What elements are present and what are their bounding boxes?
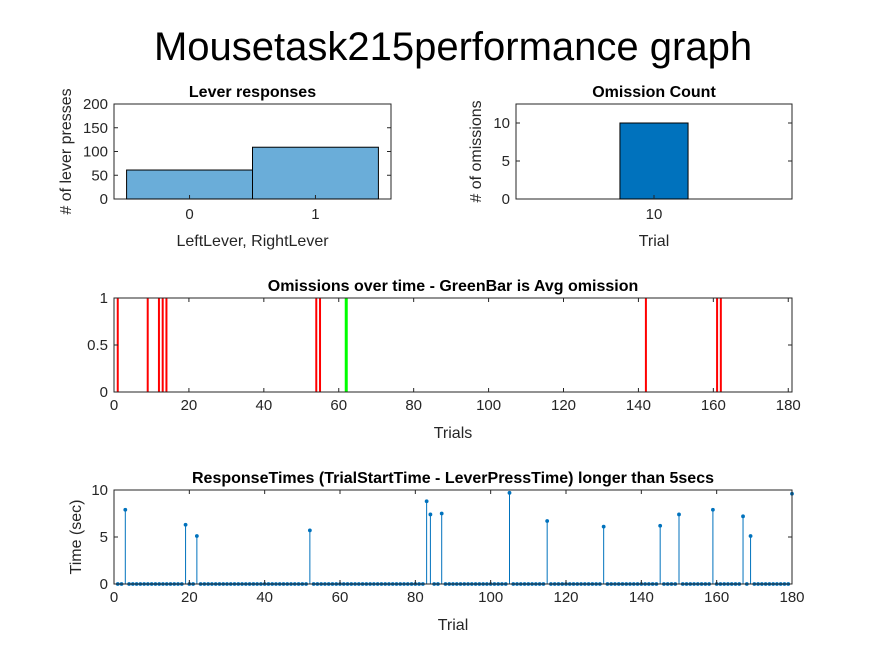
omtime-xtick-label: 180: [776, 397, 801, 414]
resp-xtick-label: 40: [256, 589, 273, 606]
omtime-axes-border: [113, 297, 793, 393]
resp-title: ResponseTimes (TrialStartTime - LeverPre…: [192, 470, 714, 487]
response-point: [183, 522, 188, 527]
omissions-over-time-chart: 0 20 40 60 80 100 120 140 160 180 0 0.5 1 Omissions o…: [87, 278, 801, 442]
lever-bar-1: [252, 146, 379, 200]
figure-title: Mousetask215performance graph: [154, 25, 752, 69]
response-point: [428, 512, 433, 517]
lever-xtick-label: 0: [185, 206, 193, 223]
omtime-xtick-label: 0: [110, 397, 118, 414]
resp-axes-border: [113, 489, 793, 585]
omtime-xlabel: Trials: [434, 425, 473, 442]
omtime-xtick-label: 40: [255, 397, 272, 414]
omtime-xtick-label: 160: [701, 397, 726, 414]
omission-count-chart: 10 0 5 10 Omission Count Trial # of omissions: [468, 84, 793, 250]
resp-axes-box: [113, 489, 793, 585]
resp-xtick-label: 80: [407, 589, 424, 606]
lever-ylabel: # of lever presses: [58, 88, 75, 214]
omission-xlabel: Trial: [639, 233, 670, 250]
omtime-xtick-label: 140: [626, 397, 651, 414]
omtime-xtick-label: 20: [181, 397, 198, 414]
omtime-axes-box: [113, 297, 793, 393]
lever-ytick-label: 100: [83, 144, 108, 161]
resp-xtick-label: 0: [110, 589, 118, 606]
resp-ylabel: Time (sec): [68, 500, 85, 575]
lever-responses-chart: 0 1 0 50 100 150 200 Lever responses LeftLever, …: [58, 84, 392, 250]
omtime-ytick-label: 0: [100, 384, 108, 401]
resp-xtick-label: 140: [629, 589, 654, 606]
omtime-xtick-label: 80: [405, 397, 422, 414]
response-point: [711, 507, 715, 512]
response-point: [545, 519, 550, 523]
omtime-ytick-label: 0.5: [87, 337, 108, 354]
response-point: [307, 528, 312, 533]
resp-xtick-label: 180: [779, 589, 804, 606]
lever-title: Lever responses: [189, 84, 316, 101]
response-point: [601, 524, 606, 529]
resp-ytick-label: 10: [91, 482, 108, 499]
omission-ytick-label: 5: [502, 153, 510, 170]
lever-ytick-label: 50: [91, 167, 108, 184]
resp-ytick-label: 0: [100, 576, 108, 593]
omtime-title: Omissions over time - GreenBar is Avg om…: [268, 278, 638, 295]
omission-title: Omission Count: [592, 84, 716, 101]
response-point: [677, 512, 681, 517]
response-point: [741, 514, 745, 519]
response-point: [194, 534, 199, 538]
response-times-chart: 0 20 40 60 80 100 120 140 160 180 0 5 10 ResponseTime…: [68, 470, 805, 634]
resp-xtick-label: 100: [478, 589, 503, 606]
response-point: [507, 490, 512, 495]
lever-bar-0: [126, 169, 253, 200]
response-point: [439, 511, 444, 516]
omission-xtick-label: 10: [646, 206, 663, 223]
resp-xlabel: Trial: [438, 617, 469, 634]
resp-xtick-label: 160: [704, 589, 729, 606]
omission-ytick-label: 10: [493, 115, 510, 132]
response-point: [658, 523, 663, 528]
resp-xtick-label: 120: [553, 589, 578, 606]
resp-xtick-label: 60: [332, 589, 349, 606]
lever-ytick-label: 150: [83, 120, 108, 137]
lever-ytick-label: 0: [100, 191, 108, 208]
resp-xtick-label: 20: [181, 589, 198, 606]
response-point: [424, 499, 429, 504]
response-point: [123, 507, 128, 512]
omission-ytick-label: 0: [502, 191, 510, 208]
response-point: [748, 534, 753, 538]
lever-ytick-label: 200: [83, 96, 108, 113]
resp-ytick-label: 5: [100, 529, 108, 546]
omtime-ytick-label: 1: [100, 290, 108, 307]
omtime-xtick-label: 60: [330, 397, 347, 414]
omtime-xtick-label: 120: [551, 397, 576, 414]
omtime-xtick-label: 100: [476, 397, 501, 414]
omission-bar: [619, 122, 689, 200]
lever-xlabel: LeftLever, RightLever: [176, 233, 329, 250]
omission-ylabel: # of omissions: [468, 100, 485, 202]
lever-xtick-label: 1: [311, 206, 319, 223]
